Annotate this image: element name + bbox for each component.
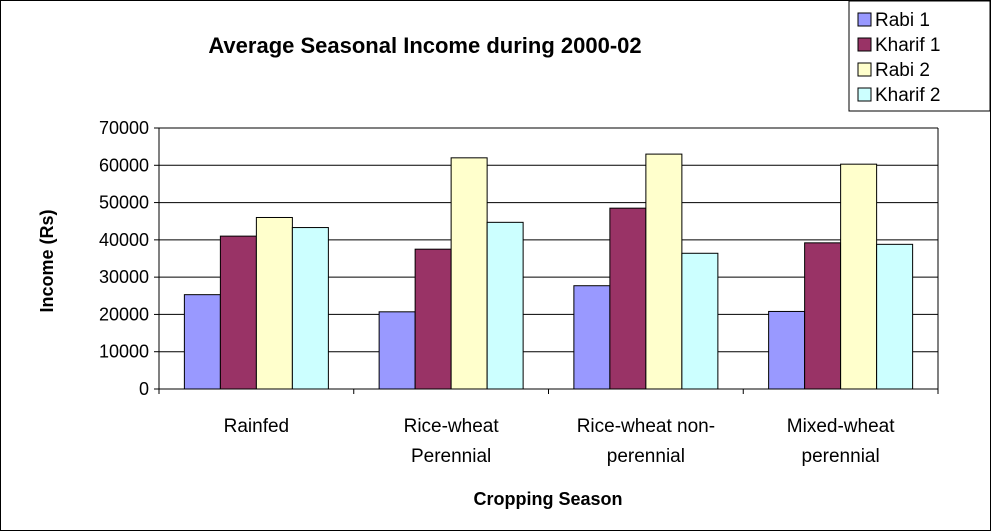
y-tick-label: 10000: [99, 342, 149, 362]
legend-swatch: [857, 12, 872, 27]
bar-rabi-2: [840, 163, 878, 390]
bar-kharif-2: [681, 252, 719, 390]
bar-rabi-2: [645, 153, 683, 390]
bar-rabi-1: [768, 310, 806, 390]
y-tick-label: 30000: [99, 267, 149, 287]
y-tick-label: 70000: [99, 118, 149, 138]
legend-swatch: [857, 62, 872, 77]
bar-kharif-1: [414, 248, 452, 390]
bar-rabi-2: [255, 216, 293, 390]
y-axis-title: Income (Rs): [37, 209, 57, 312]
x-category-label: Perennial: [411, 446, 491, 467]
legend-label: Kharif 2: [875, 85, 940, 106]
x-category-label: Rainfed: [224, 416, 290, 437]
bar-kharif-1: [804, 242, 842, 390]
bar-kharif-1: [609, 207, 647, 390]
bar-rabi-1: [183, 294, 221, 390]
x-category-label: Mixed-wheat: [787, 416, 895, 437]
bar-kharif-2: [291, 227, 329, 390]
legend-box: [848, 1, 991, 112]
legend-label: Rabi 2: [875, 60, 930, 81]
legend-swatch: [857, 37, 872, 52]
y-tick-label: 50000: [99, 193, 149, 213]
bar-rabi-2: [450, 157, 488, 390]
x-category-label: perennial: [607, 446, 685, 467]
plot-area: 0 10000 20000 30000 40000 50000 60000 70000 Rain…: [99, 118, 939, 467]
x-category-label: perennial: [802, 446, 880, 467]
chart-title: Average Seasonal Income during 2000-02: [208, 33, 641, 58]
bar-rabi-1: [378, 311, 416, 390]
x-axis-title: Cropping Season: [473, 489, 622, 509]
y-tick-label: 0: [139, 379, 149, 399]
legend-label: Rabi 1: [875, 10, 930, 31]
y-tick-label: 20000: [99, 304, 149, 324]
legend: Rabi 1 Kharif 1 Rabi 2 Kharif 2: [848, 1, 991, 112]
x-category-label: Rice-wheat non-: [577, 416, 715, 437]
legend-swatch: [857, 87, 872, 102]
y-tick-label: 60000: [99, 155, 149, 175]
x-category-label: Rice-wheat: [404, 416, 500, 437]
bar-kharif-2: [876, 243, 914, 390]
y-tick-label: 40000: [99, 230, 149, 250]
bar-rabi-1: [573, 285, 611, 390]
legend-label: Kharif 1: [875, 35, 940, 56]
bar-kharif-1: [219, 235, 257, 390]
bar-kharif-2: [486, 221, 524, 390]
